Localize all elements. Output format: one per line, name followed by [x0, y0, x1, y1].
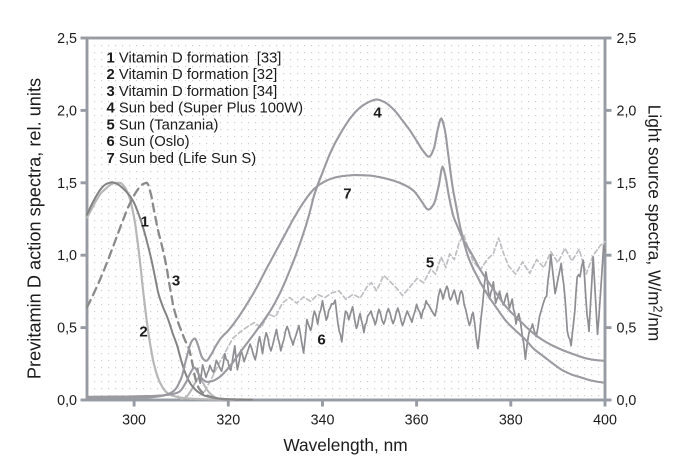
svg-text:4 Sun bed (Super Plus 100W): 4 Sun bed (Super Plus 100W) — [107, 101, 304, 117]
svg-text:Previtamin D action spectra, r: Previtamin D action spectra, rel. units — [25, 78, 45, 379]
svg-text:7 Sun bed (Life Sun S): 7 Sun bed (Life Sun S) — [107, 151, 257, 167]
svg-text:0,0: 0,0 — [57, 393, 77, 409]
svg-text:6: 6 — [317, 332, 325, 349]
svg-text:0,0: 0,0 — [617, 393, 637, 409]
svg-text:0,5: 0,5 — [617, 321, 637, 337]
svg-text:5 Sun (Tanzania): 5 Sun (Tanzania) — [107, 117, 219, 133]
svg-text:2 Vitamin D formation [32]: 2 Vitamin D formation [32] — [107, 67, 278, 83]
svg-text:2,0: 2,0 — [617, 103, 637, 119]
svg-text:1,0: 1,0 — [617, 248, 637, 264]
svg-text:1: 1 — [141, 214, 149, 231]
svg-text:2,5: 2,5 — [617, 31, 637, 47]
svg-text:Wavelength, nm: Wavelength, nm — [283, 435, 407, 455]
svg-text:1,5: 1,5 — [57, 176, 77, 192]
svg-text:1 Vitamin D formation [33]: 1 Vitamin D formation [33] — [107, 50, 282, 66]
svg-text:1,0: 1,0 — [57, 248, 77, 264]
svg-text:300: 300 — [122, 413, 146, 429]
svg-text:1,5: 1,5 — [617, 176, 637, 192]
svg-text:5: 5 — [426, 255, 434, 272]
svg-text:2,5: 2,5 — [57, 31, 77, 47]
svg-text:3: 3 — [172, 273, 180, 290]
svg-text:320: 320 — [216, 413, 240, 429]
svg-text:2,0: 2,0 — [57, 103, 77, 119]
svg-text:Light source spectra, W/m2/nm: Light source spectra, W/m2/nm — [645, 105, 665, 342]
svg-text:400: 400 — [593, 413, 617, 429]
svg-text:380: 380 — [499, 413, 523, 429]
svg-text:7: 7 — [343, 186, 351, 203]
svg-text:360: 360 — [405, 413, 429, 429]
svg-text:6 Sun (Oslo): 6 Sun (Oslo) — [107, 134, 190, 150]
svg-text:2: 2 — [139, 324, 147, 341]
svg-text:4: 4 — [373, 105, 382, 122]
svg-text:340: 340 — [311, 413, 335, 429]
svg-text:0,5: 0,5 — [57, 321, 77, 337]
svg-text:3 Vitamin D formation [34]: 3 Vitamin D formation [34] — [107, 84, 278, 100]
